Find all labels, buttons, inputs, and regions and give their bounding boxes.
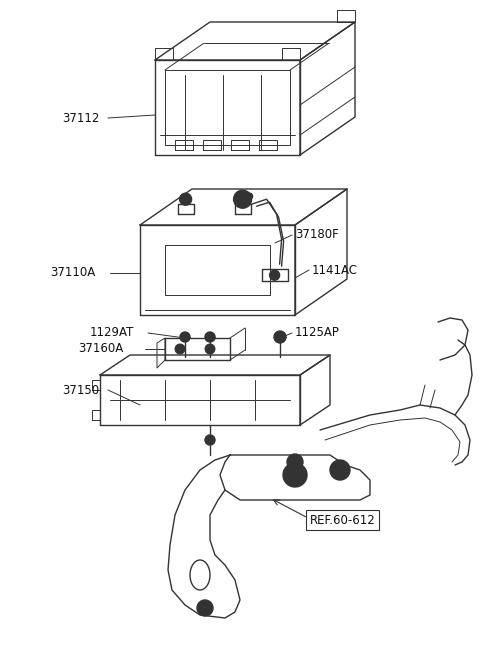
- Circle shape: [180, 332, 190, 342]
- Circle shape: [180, 194, 192, 205]
- Text: 37180F: 37180F: [295, 228, 339, 241]
- Text: 37160A: 37160A: [78, 342, 123, 356]
- Circle shape: [205, 344, 215, 354]
- Circle shape: [274, 331, 286, 343]
- Text: 37110A: 37110A: [50, 266, 95, 279]
- Circle shape: [175, 344, 185, 354]
- Text: 37150: 37150: [62, 384, 99, 396]
- Text: 1129AT: 1129AT: [90, 327, 134, 340]
- Circle shape: [238, 194, 248, 204]
- Circle shape: [270, 270, 279, 280]
- Circle shape: [205, 435, 215, 445]
- Circle shape: [205, 332, 215, 342]
- Circle shape: [197, 600, 213, 616]
- Circle shape: [283, 463, 307, 487]
- Text: 37112: 37112: [62, 112, 99, 125]
- Text: 1125AP: 1125AP: [295, 327, 340, 340]
- Text: 1141AC: 1141AC: [312, 264, 358, 276]
- Text: REF.60-612: REF.60-612: [310, 514, 376, 527]
- Circle shape: [247, 194, 252, 199]
- Circle shape: [287, 454, 303, 470]
- Circle shape: [290, 470, 300, 480]
- Circle shape: [234, 190, 252, 208]
- Circle shape: [330, 460, 350, 480]
